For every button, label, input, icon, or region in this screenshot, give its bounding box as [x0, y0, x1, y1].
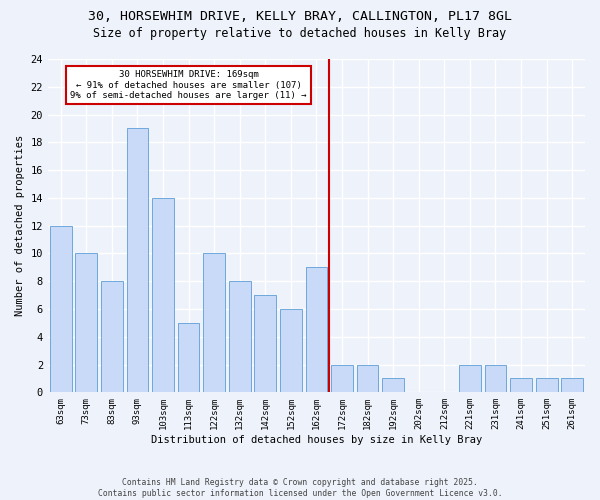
Bar [562, 378, 583, 392]
Bar [127, 128, 148, 392]
Bar [305, 268, 328, 392]
Bar [254, 295, 276, 392]
Bar [485, 364, 506, 392]
Bar [331, 364, 353, 392]
Bar [280, 309, 302, 392]
Bar [203, 254, 225, 392]
Text: 30 HORSEWHIM DRIVE: 169sqm
← 91% of detached houses are smaller (107)
9% of semi: 30 HORSEWHIM DRIVE: 169sqm ← 91% of deta… [70, 70, 307, 100]
Bar [76, 254, 97, 392]
Bar [536, 378, 557, 392]
Bar [229, 281, 251, 392]
Text: Size of property relative to detached houses in Kelly Bray: Size of property relative to detached ho… [94, 28, 506, 40]
Bar [459, 364, 481, 392]
Text: Contains HM Land Registry data © Crown copyright and database right 2025.
Contai: Contains HM Land Registry data © Crown c… [98, 478, 502, 498]
Bar [178, 323, 199, 392]
Y-axis label: Number of detached properties: Number of detached properties [15, 135, 25, 316]
Bar [50, 226, 71, 392]
Bar [357, 364, 379, 392]
Bar [510, 378, 532, 392]
Text: 30, HORSEWHIM DRIVE, KELLY BRAY, CALLINGTON, PL17 8GL: 30, HORSEWHIM DRIVE, KELLY BRAY, CALLING… [88, 10, 512, 23]
X-axis label: Distribution of detached houses by size in Kelly Bray: Distribution of detached houses by size … [151, 435, 482, 445]
Bar [152, 198, 174, 392]
Bar [101, 281, 123, 392]
Bar [382, 378, 404, 392]
